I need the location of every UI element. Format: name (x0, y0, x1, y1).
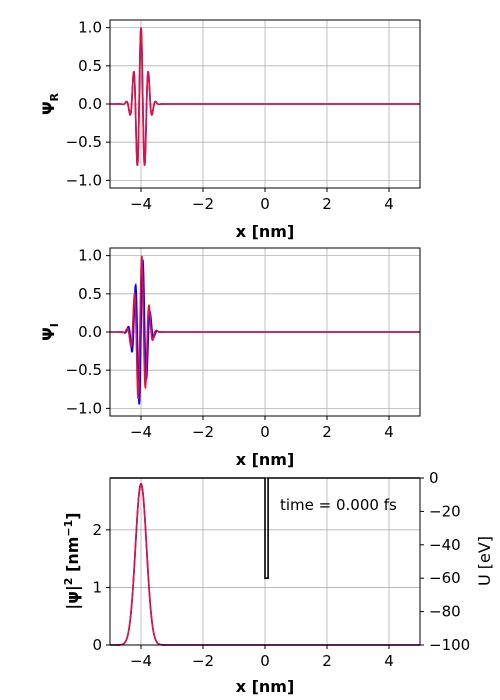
ticks-potential-axis: 0 −20 −40 −60 −80 −100 (420, 469, 470, 654)
x-tick-label: 2 (322, 423, 332, 441)
x-tick-label: 0 (260, 195, 270, 213)
xlabel-psi-real: x [nm] (236, 222, 295, 241)
ylabel-probability-density: |ψ|2 [nm−1] (62, 512, 83, 609)
y-tick-label: −0.5 (66, 133, 102, 151)
ylabel-psi-real: ΨR (39, 92, 61, 115)
xlabel-probability-density: x [nm] (236, 677, 295, 696)
y-tick-label: 1 (92, 578, 102, 596)
ylabel-psi-imag-main: Ψ (39, 327, 58, 341)
x-tick-label: 4 (384, 652, 394, 670)
y-tick-label: −1.0 (66, 399, 102, 417)
x-tick-label: 2 (322, 195, 332, 213)
panel-psi-imag: −4 −2 0 2 4 −1.0 −0.5 0.0 0.5 1.0 x [nm] ΨI (39, 247, 421, 469)
y2-tick-label: −20 (429, 502, 461, 520)
y2-tick-label: −100 (429, 636, 470, 654)
ylabel-prob-unit-base: [nm (63, 537, 82, 572)
x-tick-label: −4 (130, 423, 152, 441)
x-tick-label: 0 (260, 652, 270, 670)
time-annotation: time = 0.000 fs (280, 496, 397, 514)
y-tick-label: −1.0 (66, 171, 102, 189)
panel-psi-real: −4 −2 0 2 4 −1.0 −0.5 0.0 0.5 1.0 x [nm] ΨR (39, 19, 421, 241)
y2-tick-label: 0 (429, 469, 439, 487)
y-tick-label: −0.5 (66, 361, 102, 379)
y2-tick-label: −80 (429, 603, 461, 621)
x-tick-label: −2 (192, 195, 214, 213)
x-tick-label: −2 (192, 423, 214, 441)
ylabel-psi-imag: ΨI (39, 323, 61, 341)
y-tick-label: 1.0 (78, 19, 102, 37)
ylabel-psi-real-main: Ψ (39, 101, 58, 115)
y-tick-label: 0.0 (78, 95, 102, 113)
x-tick-label: 4 (384, 195, 394, 213)
ticks-probability-density: −4 −2 0 2 4 0 1 2 (92, 521, 393, 670)
x-tick-label: 4 (384, 423, 394, 441)
ticks-psi-imag: −4 −2 0 2 4 −1.0 −0.5 0.0 0.5 1.0 (66, 247, 394, 441)
series-psi-real (110, 27, 420, 166)
y-tick-label: 0.5 (78, 57, 102, 75)
ylabel-psi-imag-sub: I (48, 323, 61, 327)
y-tick-label: 1.0 (78, 247, 102, 265)
xlabel-psi-imag: x [nm] (236, 450, 295, 469)
y2label-potential: U [eV] (475, 536, 494, 586)
ylabel-psi-real-sub: R (48, 92, 61, 101)
series-line-b (110, 255, 420, 400)
ylabel-prob-unit-sup: −1 (62, 520, 75, 537)
y-tick-label: 0.5 (78, 285, 102, 303)
x-tick-label: −2 (192, 652, 214, 670)
y2-tick-label: −40 (429, 536, 461, 554)
ylabel-prob-sup: 2 (62, 578, 75, 586)
y-tick-label: 2 (92, 521, 102, 539)
series-psi-imag (110, 255, 420, 405)
y-tick-label: 0.0 (78, 323, 102, 341)
x-tick-label: 2 (322, 652, 332, 670)
series-line-b (110, 27, 420, 166)
ylabel-prob-base: |ψ| (63, 585, 83, 609)
x-tick-label: 0 (260, 423, 270, 441)
y-tick-label: 0 (92, 636, 102, 654)
ylabel-prob-unit-end: ] (63, 512, 82, 519)
x-tick-label: −4 (130, 652, 152, 670)
x-tick-label: −4 (130, 195, 152, 213)
ticks-psi-real: −4 −2 0 2 4 −1.0 −0.5 0.0 0.5 1.0 (66, 19, 394, 213)
y2-tick-label: −60 (429, 569, 461, 587)
